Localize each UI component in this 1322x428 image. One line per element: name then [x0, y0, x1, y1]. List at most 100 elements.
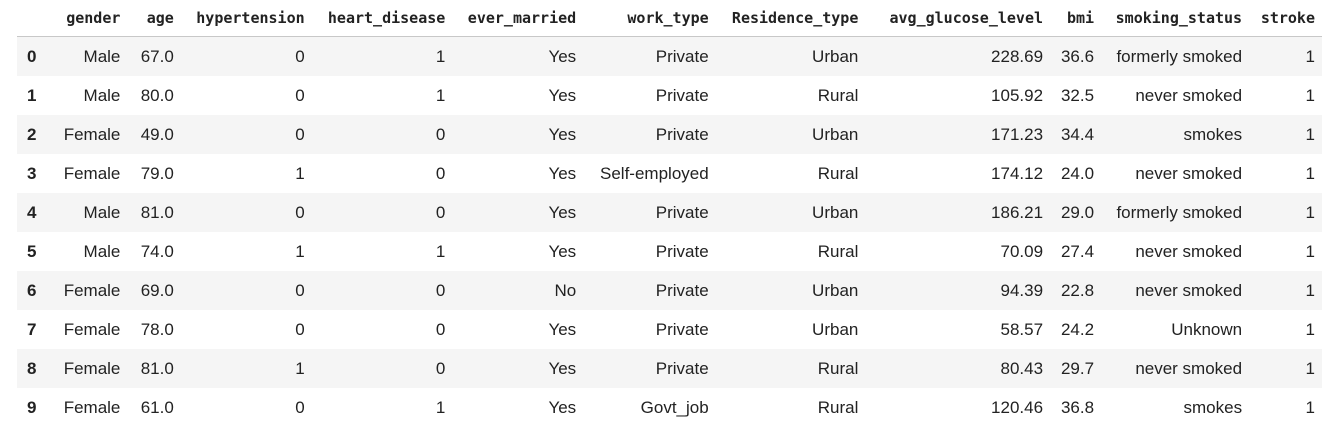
row-index: 7 [27, 319, 37, 339]
table-cell: Urban [812, 280, 859, 300]
column-header: work_type [583, 0, 716, 37]
table-cell: 29.7 [1060, 358, 1095, 378]
header-row: gender age hypertension heart_disease ev… [17, 0, 1322, 37]
table-cell: 79.0 [140, 163, 174, 183]
table-cell: Urban [812, 124, 859, 144]
table-cell: 80.0 [140, 85, 174, 105]
table-cell: 1 [435, 85, 446, 105]
table-cell: formerly smoked [1116, 46, 1243, 66]
table-cell: Rural [817, 85, 859, 105]
table-cell: Private [655, 85, 709, 105]
table-row: 3 Female 79.0 1 0 Yes Self-employed Rural 174.12… [17, 154, 1322, 193]
table-cell: 1 [435, 46, 446, 66]
table-cell: 1 [295, 241, 305, 261]
table-cell: Rural [817, 397, 859, 417]
table-cell: Yes [548, 397, 577, 417]
table-header: gender age hypertension heart_disease ev… [17, 0, 1322, 37]
table-cell: 0 [295, 280, 305, 300]
table-cell: 0 [435, 358, 446, 378]
table-cell: Female [63, 358, 121, 378]
table-cell: Yes [548, 319, 577, 339]
table-cell: 1 [1305, 241, 1315, 261]
table-cell: Rural [817, 358, 859, 378]
table-cell: 1 [1305, 397, 1315, 417]
table-cell: 1 [1305, 202, 1315, 222]
table-cell: never smoked [1135, 280, 1243, 300]
table-cell: Rural [817, 241, 859, 261]
table-cell: 78.0 [140, 319, 174, 339]
table-cell: 32.5 [1060, 85, 1095, 105]
table-cell: 0 [295, 319, 305, 339]
table-cell: 0 [435, 319, 446, 339]
table-cell: Private [655, 202, 709, 222]
table-cell: Private [655, 358, 709, 378]
table-row: 4 Male 81.0 0 0 Yes Private Urban 186.21 29.0 form… [17, 193, 1322, 232]
table-cell: Yes [548, 163, 577, 183]
table-cell: Male [83, 85, 121, 105]
column-header: smoking_status [1101, 0, 1250, 37]
table-cell: Rural [817, 163, 859, 183]
table-cell: 171.23 [991, 124, 1044, 144]
index-header [17, 0, 49, 37]
table-row: 8 Female 81.0 1 0 Yes Private Rural 80.43 29.7 nev… [17, 349, 1322, 388]
table-cell: 1 [1305, 319, 1315, 339]
table-cell: 0 [435, 163, 446, 183]
table-row: 7 Female 78.0 0 0 Yes Private Urban 58.57 24.2 Unk… [17, 310, 1322, 349]
table-cell: 1 [1305, 85, 1315, 105]
table-row: 9 Female 61.0 0 1 Yes Govt_job Rural 120.46 36.8 s… [17, 388, 1322, 427]
column-header: age [127, 0, 181, 37]
table-cell: 1 [435, 397, 446, 417]
table-cell: Private [655, 280, 709, 300]
table-cell: Unknown [1171, 319, 1243, 339]
table-cell: Male [83, 46, 121, 66]
table-cell: 24.2 [1060, 319, 1095, 339]
table-cell: smokes [1183, 124, 1243, 144]
table-cell: 94.39 [1000, 280, 1044, 300]
table-cell: Private [655, 241, 709, 261]
table-cell: Female [63, 163, 121, 183]
table-cell: 1 [295, 358, 305, 378]
table-row: 5 Male 74.0 1 1 Yes Private Rural 70.09 27.4 never… [17, 232, 1322, 271]
table-cell: Self-employed [600, 163, 709, 183]
table-cell: Yes [548, 46, 577, 66]
table-cell: Female [63, 319, 121, 339]
table-cell: Yes [548, 202, 577, 222]
table-cell: never smoked [1135, 85, 1243, 105]
table-row: 0 Male 67.0 0 1 Yes Private Urban 228.69 36.6 form… [17, 36, 1322, 76]
table-cell: Private [655, 319, 709, 339]
table-cell: 1 [1305, 280, 1315, 300]
table-cell: Female [63, 124, 121, 144]
table-cell: 0 [435, 202, 446, 222]
table-cell: Private [655, 124, 709, 144]
table-cell: 24.0 [1060, 163, 1095, 183]
table-cell: Urban [812, 202, 859, 222]
table-cell: Male [83, 241, 121, 261]
table-cell: 34.4 [1060, 124, 1095, 144]
table-cell: 1 [295, 163, 305, 183]
dataframe-output: gender age hypertension heart_disease ev… [17, 0, 1322, 427]
row-index: 2 [27, 124, 37, 144]
column-header: stroke [1249, 0, 1322, 37]
table-cell: 49.0 [140, 124, 174, 144]
table-cell: 0 [295, 397, 305, 417]
column-header: hypertension [180, 0, 312, 37]
row-index: 4 [27, 202, 37, 222]
table-cell: Female [63, 397, 121, 417]
column-header: gender [48, 0, 128, 37]
table-row: 1 Male 80.0 0 1 Yes Private Rural 105.92 32.5 neve… [17, 76, 1322, 115]
table-cell: 105.92 [991, 85, 1044, 105]
table-cell: Private [655, 46, 709, 66]
table-cell: 36.6 [1060, 46, 1095, 66]
table-cell: Govt_job [640, 397, 709, 417]
table-cell: Male [83, 202, 121, 222]
table-cell: 186.21 [991, 202, 1044, 222]
table-cell: 74.0 [140, 241, 174, 261]
column-header: ever_married [452, 0, 584, 37]
table-cell: Female [63, 280, 121, 300]
table-cell: 81.0 [140, 358, 174, 378]
table-cell: 22.8 [1060, 280, 1095, 300]
table-cell: 0 [435, 280, 446, 300]
table-cell: 0 [295, 124, 305, 144]
table-cell: Urban [812, 319, 859, 339]
row-index: 1 [27, 85, 37, 105]
